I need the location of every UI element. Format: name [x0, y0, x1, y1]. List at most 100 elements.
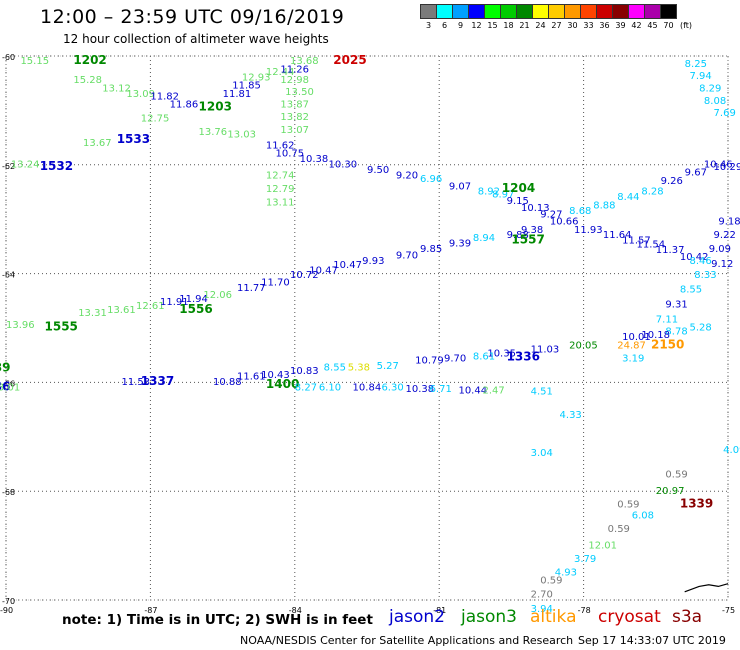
legend-value-9: 9 [457, 21, 464, 30]
wave-height-label: 9.26 [661, 176, 683, 187]
legend-swatch-42 [628, 4, 645, 19]
wave-height-label: 11.81 [223, 89, 252, 100]
legend-swatch-12 [468, 4, 485, 19]
wave-height-label: 12.98 [280, 75, 309, 86]
legend-value-15: 15 [487, 21, 498, 30]
wave-height-label: 13.96 [6, 320, 35, 331]
wave-height-label: 7.11 [656, 315, 678, 326]
wave-height-label: 13.76 [199, 127, 228, 138]
wave-height-label: 10.18 [641, 330, 670, 341]
wave-height-label: 12.61 [136, 301, 165, 312]
wave-height-label: 11.82 [150, 92, 179, 103]
wave-height-label: 11.64 [603, 230, 632, 241]
wave-height-label: 10.01 [622, 332, 651, 343]
wave-height-label: 10.84 [353, 383, 382, 394]
satellite-altika: altika [530, 607, 577, 627]
wave-height-label: 12.44 [266, 67, 295, 78]
wave-height-label: 3.94 [531, 604, 553, 615]
pass-time-label: 1339 [680, 497, 713, 511]
legend-value-18: 18 [503, 21, 514, 30]
wave-height-label: 11.85 [232, 81, 261, 92]
wave-height-label: 8.88 [593, 200, 615, 211]
wave-height-label: 4.51 [531, 386, 553, 397]
wave-height-label: 6.10 [319, 383, 341, 394]
wave-height-label: 10.79 [415, 355, 444, 366]
legend-swatch-9 [452, 4, 469, 19]
wave-height-label: 13.61 [107, 305, 136, 316]
wave-height-label: 9.85 [420, 244, 442, 255]
wave-height-label: 13.24 [11, 160, 40, 171]
wave-height-label: 13.03 [227, 130, 256, 141]
legend-value-30: 30 [567, 21, 578, 30]
wave-height-label: 8.44 [617, 192, 639, 203]
wave-height-label: 8.61 [473, 352, 495, 363]
legend-swatch-45 [644, 4, 661, 19]
wave-height-label: 11.70 [261, 278, 290, 289]
wave-height-label: 7.94 [689, 71, 711, 82]
wave-height-label: 5.28 [689, 323, 711, 334]
legend-swatch-21 [516, 4, 533, 19]
legend-value-33: 33 [583, 21, 594, 30]
legend-value-39: 39 [615, 21, 626, 30]
wave-height-label: 9.27 [540, 210, 562, 221]
credit-line: NOAA/NESDIS Center for Satellite Applica… [240, 634, 574, 647]
wave-height-label: 4.09 [723, 445, 740, 456]
wave-height-label: 11.53 [122, 377, 151, 388]
wave-height-label: 8.97 [492, 189, 514, 200]
wave-height-label: 6.96 [420, 174, 442, 185]
wave-height-label: 10.42 [680, 252, 709, 263]
lon-tick-label: -84 [289, 606, 302, 615]
wave-height-label: 2.47 [483, 385, 505, 396]
satellite-jason3: jason3 [461, 607, 517, 627]
lon-tick-label: -78 [578, 606, 591, 615]
wave-height-label: 13.50 [285, 87, 314, 98]
wave-height-label: 9.50 [367, 165, 389, 176]
wave-height-label: 11.77 [237, 283, 266, 294]
wave-height-label: 9.31 [665, 299, 687, 310]
lon-tick-label: -81 [433, 606, 446, 615]
legend-value-42: 42 [631, 21, 642, 30]
legend-swatch-18 [500, 4, 517, 19]
legend-value-6: 6 [441, 21, 448, 30]
wave-height-label: 10.47 [333, 260, 362, 271]
wave-height-label: 10.88 [213, 377, 242, 388]
wave-height-label: 11.93 [574, 225, 603, 236]
pass-time-label: 1556 [179, 302, 212, 316]
wave-height-label: 8.29 [699, 83, 721, 94]
pass-time-label: 1532 [40, 159, 73, 173]
legend-value-24: 24 [535, 21, 546, 30]
page-subtitle: 12 hour collection of altimeter wave hei… [63, 32, 329, 46]
legend-swatch-24 [532, 4, 549, 19]
wave-height-label: 0.59 [540, 576, 562, 587]
pass-time-label: 1203 [199, 99, 232, 113]
coastline [684, 583, 729, 593]
wave-height-label: 9.67 [685, 168, 707, 179]
wave-height-label: 7.69 [714, 108, 736, 119]
wave-height-label: 12.75 [141, 113, 170, 124]
wave-height-label: 8.46 [689, 256, 711, 267]
wave-height-label: 5.27 [377, 361, 399, 372]
footnote: note: 1) Time is in UTC; 2) SWH is in fe… [62, 612, 373, 628]
wave-height-label: 13.82 [280, 112, 309, 123]
pass-time-label: 1336 [0, 380, 11, 394]
wave-height-label: 13.31 [78, 308, 107, 319]
wave-height-label: 0.59 [608, 524, 630, 535]
wave-height-label: 13.67 [83, 138, 112, 149]
wave-height-label: 13.12 [102, 83, 131, 94]
wave-height-label: 10.44 [458, 385, 487, 396]
wave-height-label: 8.94 [473, 233, 495, 244]
wave-height-label: 10.66 [550, 217, 579, 228]
lat-tick-label: -64 [2, 271, 15, 280]
legend-value-45: 45 [647, 21, 658, 30]
legend-swatch-33 [580, 4, 597, 19]
lon-tick-label: -87 [144, 606, 157, 615]
wave-height-label: 15.15 [20, 56, 49, 67]
wave-height-label: 12.93 [242, 72, 271, 83]
generated-timestamp: Sep 17 14:33:07 UTC 2019 [578, 634, 726, 647]
legend-swatch-70 [660, 4, 677, 19]
wave-height-label: 4.93 [555, 568, 577, 579]
wave-height-label: 11.57 [622, 236, 651, 247]
wave-height-label: 13.07 [280, 125, 309, 136]
legend-value-3: 3 [425, 21, 432, 30]
wave-height-label: 9.38 [521, 225, 543, 236]
